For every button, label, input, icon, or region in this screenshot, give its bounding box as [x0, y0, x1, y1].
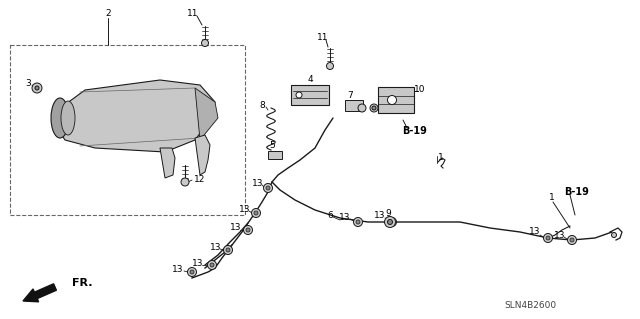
Circle shape: [370, 104, 378, 112]
Circle shape: [202, 40, 209, 47]
Polygon shape: [195, 88, 218, 140]
Circle shape: [546, 236, 550, 240]
Text: 3: 3: [25, 78, 31, 87]
Bar: [268, 151, 282, 159]
Polygon shape: [195, 135, 210, 175]
Text: 13: 13: [172, 265, 184, 275]
Polygon shape: [55, 80, 215, 152]
Circle shape: [611, 233, 616, 238]
FancyArrow shape: [23, 284, 56, 302]
Circle shape: [372, 106, 376, 110]
Text: FR.: FR.: [72, 278, 93, 288]
Text: 12: 12: [195, 175, 205, 184]
Text: 11: 11: [317, 33, 329, 42]
Text: 9: 9: [385, 209, 391, 218]
Circle shape: [390, 220, 394, 224]
Circle shape: [188, 268, 196, 277]
Circle shape: [326, 63, 333, 70]
Text: 4: 4: [307, 76, 313, 85]
Circle shape: [385, 217, 396, 227]
Text: 1: 1: [549, 194, 555, 203]
Circle shape: [353, 218, 362, 226]
Bar: [291, 85, 329, 105]
Text: 13: 13: [230, 224, 242, 233]
Text: 10: 10: [414, 85, 426, 94]
Text: 13: 13: [211, 242, 221, 251]
Circle shape: [190, 270, 194, 274]
Text: 7: 7: [347, 92, 353, 100]
Text: 13: 13: [529, 227, 541, 236]
Text: 13: 13: [192, 258, 204, 268]
Ellipse shape: [51, 98, 69, 138]
Circle shape: [356, 220, 360, 224]
Circle shape: [35, 86, 39, 90]
Bar: [378, 87, 414, 113]
Circle shape: [254, 211, 258, 215]
Circle shape: [223, 246, 232, 255]
Bar: [10, 45, 245, 215]
Text: 1: 1: [438, 152, 444, 161]
Circle shape: [210, 263, 214, 267]
Circle shape: [266, 186, 270, 190]
Circle shape: [32, 83, 42, 93]
Circle shape: [387, 218, 397, 226]
Text: 11: 11: [188, 9, 199, 18]
Text: 13: 13: [554, 231, 566, 240]
Circle shape: [246, 228, 250, 232]
Circle shape: [570, 238, 574, 242]
Text: 8: 8: [259, 100, 265, 109]
Circle shape: [387, 219, 392, 225]
Text: 13: 13: [374, 211, 386, 220]
Circle shape: [252, 209, 260, 218]
Circle shape: [358, 104, 366, 112]
Circle shape: [568, 235, 577, 244]
Text: SLN4B2600: SLN4B2600: [504, 300, 556, 309]
Circle shape: [207, 261, 216, 270]
Circle shape: [243, 226, 253, 234]
Circle shape: [181, 178, 189, 186]
Text: 13: 13: [252, 179, 264, 188]
Text: 13: 13: [239, 204, 251, 213]
Text: B-19: B-19: [403, 126, 428, 136]
Circle shape: [264, 183, 273, 192]
Circle shape: [543, 234, 552, 242]
Text: B-19: B-19: [564, 187, 589, 197]
Text: 13: 13: [339, 212, 351, 221]
Polygon shape: [160, 148, 175, 178]
Bar: [345, 100, 363, 111]
Ellipse shape: [61, 101, 75, 135]
Circle shape: [296, 92, 302, 98]
Circle shape: [226, 248, 230, 252]
Circle shape: [387, 95, 397, 105]
Text: 6: 6: [327, 211, 333, 219]
Text: 2: 2: [105, 9, 111, 18]
Text: 5: 5: [269, 142, 275, 151]
